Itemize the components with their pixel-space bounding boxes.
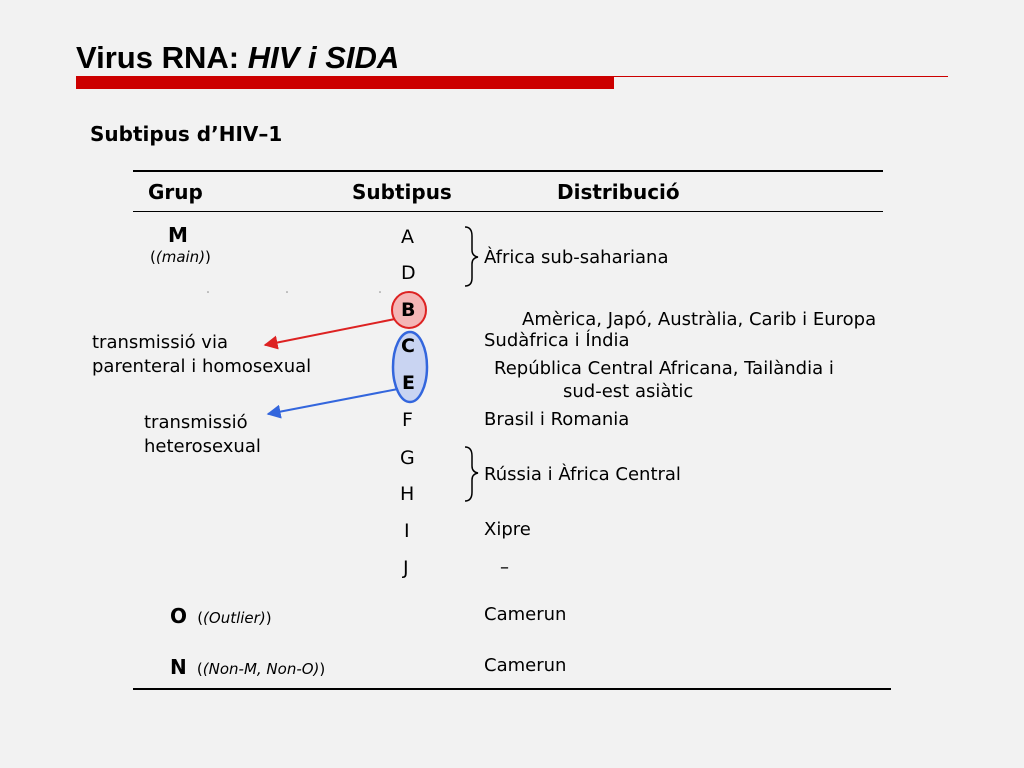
- subtype-b-highlight: [391, 291, 427, 329]
- dist-f: Brasil i Romania: [484, 409, 630, 430]
- annotation-heterosexual-line2: heterosexual: [144, 436, 261, 457]
- annotation-parenteral: transmissió via parenteral i homosexual: [92, 331, 311, 379]
- faint-dots: [207, 291, 381, 293]
- dist-b: Amèrica, Japó, Austràlia, Carib i Europa: [522, 309, 877, 330]
- slide-subtitle: Subtipus d’HIV–1: [90, 122, 283, 146]
- subtype-c: C: [401, 335, 415, 357]
- dist-i: Xipre: [484, 519, 531, 540]
- group-o-note: (Outlier): [203, 609, 266, 627]
- slide-title: Virus RNA: HIV i SIDA: [76, 40, 399, 76]
- subtype-e: E: [402, 372, 415, 394]
- subtype-i: I: [404, 520, 410, 542]
- subtype-ce-highlight: [391, 330, 429, 404]
- annotation-heterosexual-line1: transmissió: [144, 412, 248, 433]
- group-m-note: ((main)): [150, 248, 211, 266]
- title-main: Virus RNA:: [76, 40, 248, 75]
- table-top-rule: [133, 170, 883, 172]
- table-bottom-rule: [133, 688, 891, 690]
- header-grup: Grup: [148, 180, 203, 204]
- group-n-note-wrap: ((Non-M, Non-O)): [196, 660, 326, 678]
- dist-c: Sudàfrica i Índia: [484, 330, 630, 351]
- group-o-note-wrap: ((Outlier)): [197, 609, 272, 627]
- dist-o: Camerun: [484, 604, 567, 625]
- dist-e-line1: República Central Africana, Tailàndia i: [494, 358, 834, 379]
- subtype-h: H: [400, 483, 415, 505]
- brace-ad-icon: [464, 226, 479, 287]
- subtype-f: F: [402, 409, 413, 431]
- arrow-heterosexual-icon: [266, 388, 399, 419]
- dist-j: –: [500, 557, 509, 578]
- brace-gh-icon: [464, 446, 479, 502]
- subtype-j: J: [403, 557, 409, 579]
- annotation-parenteral-line1: transmissió via: [92, 332, 228, 353]
- header-subtipus: Subtipus: [352, 180, 452, 204]
- subtype-a: A: [401, 226, 414, 248]
- subtype-g: G: [400, 447, 415, 469]
- subtype-b: B: [401, 299, 416, 321]
- title-italic: HIV i SIDA: [247, 40, 400, 75]
- dist-e-line2: sud-est asiàtic: [563, 381, 694, 402]
- group-o: O ((Outlier)): [170, 604, 272, 628]
- group-n: N ((Non-M, Non-O)): [170, 655, 325, 679]
- dist-gh: Rússia i Àfrica Central: [484, 464, 681, 485]
- group-m-note-text: (main): [155, 248, 206, 266]
- annotation-parenteral-line2: parenteral i homosexual: [92, 356, 312, 377]
- table-header-rule: [133, 211, 883, 212]
- group-o-code: O: [170, 604, 188, 628]
- header-distribucio: Distribució: [557, 180, 680, 204]
- annotation-heterosexual: transmissió heterosexual: [144, 411, 261, 459]
- group-n-note: (Non-M, Non-O): [202, 660, 320, 678]
- group-m-code: M: [168, 223, 188, 247]
- dist-n: Camerun: [484, 655, 567, 676]
- title-underline-thick: [76, 77, 614, 89]
- dist-ad: Àfrica sub-sahariana: [484, 247, 669, 268]
- group-n-code: N: [170, 655, 187, 679]
- arrow-parenteral-icon: [263, 318, 396, 350]
- subtype-d: D: [401, 262, 416, 284]
- title-underline-thin: [76, 76, 948, 77]
